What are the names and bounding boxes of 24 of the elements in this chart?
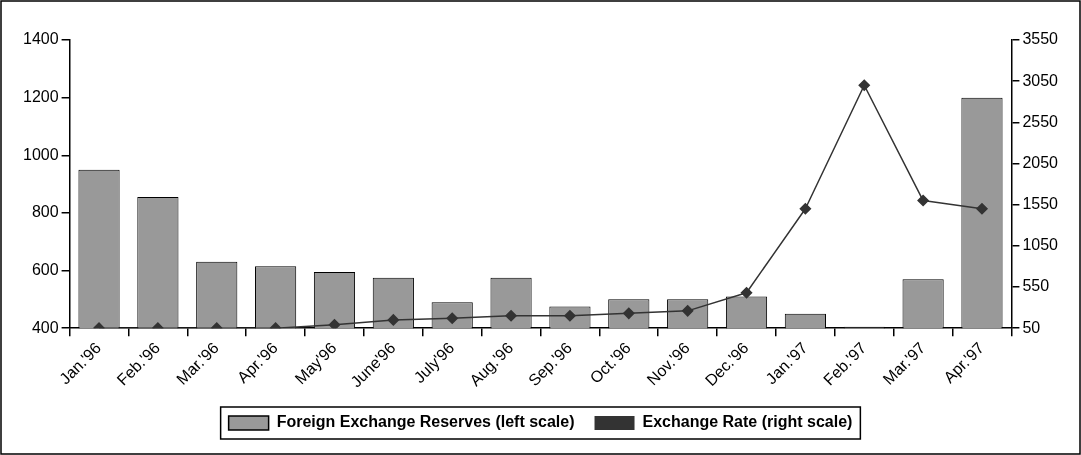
- y2-tick-label: 2550: [1022, 112, 1059, 130]
- legend-label: Exchange Rate (right scale): [642, 413, 853, 431]
- y-tick-label: 800: [31, 203, 59, 221]
- y-tick-label: 400: [31, 318, 59, 336]
- point: [858, 79, 870, 92]
- y2-tick-label: 550: [1022, 277, 1050, 295]
- y2-tick-label: 3550: [1022, 30, 1059, 48]
- point: [740, 287, 753, 299]
- y-tick-label: 1200: [23, 88, 59, 106]
- point: [917, 194, 929, 207]
- y2-tick-label: 3050: [1022, 71, 1059, 89]
- point: [505, 310, 517, 322]
- point: [976, 203, 988, 215]
- y2-tick-label: 2050: [1022, 153, 1059, 171]
- y-tick-label: 600: [31, 260, 59, 278]
- y-tick-label: 1400: [23, 30, 59, 48]
- y-tick-label: 1000: [23, 145, 59, 163]
- point: [799, 203, 812, 215]
- point: [328, 319, 341, 329]
- y2-tick-label: 1050: [1022, 236, 1059, 254]
- point: [387, 314, 400, 326]
- y2-tick-label: 50: [1022, 318, 1041, 336]
- legend-label: Foreign Exchange Reserves (left scale): [276, 413, 575, 431]
- y2-tick-label: 1550: [1022, 195, 1059, 213]
